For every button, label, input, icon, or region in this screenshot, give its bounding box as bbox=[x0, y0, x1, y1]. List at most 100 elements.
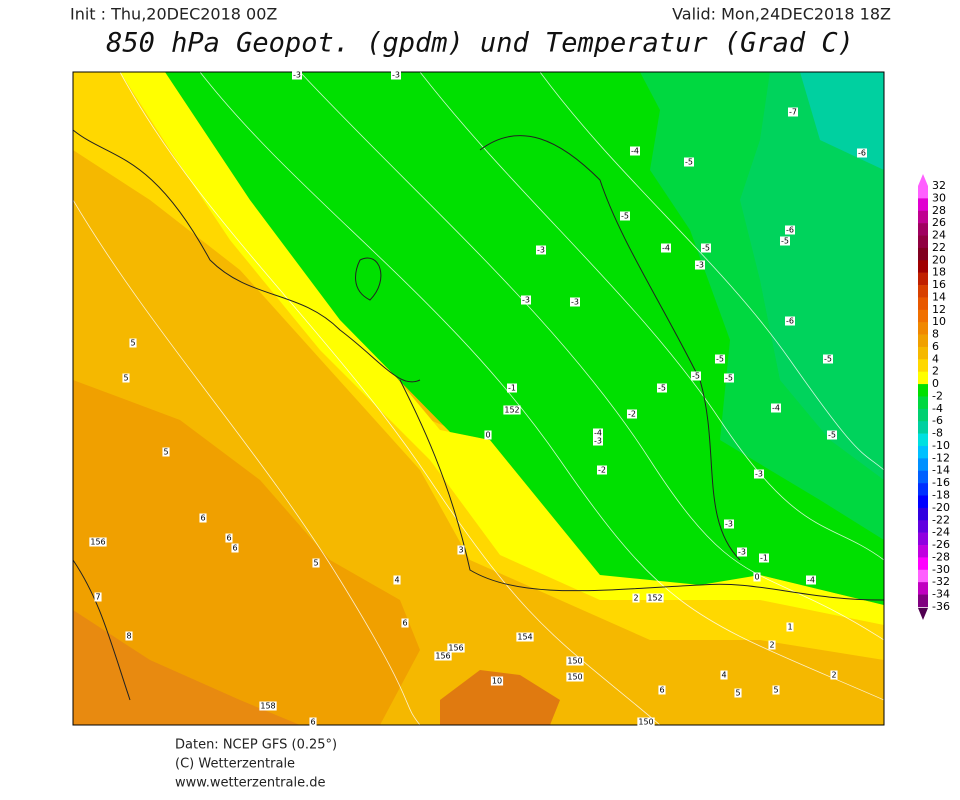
legend-band bbox=[918, 223, 928, 236]
legend-label: 14 bbox=[932, 290, 946, 303]
map-label-box bbox=[780, 236, 790, 246]
map-label-box bbox=[484, 430, 492, 440]
legend-top-arrow bbox=[918, 174, 928, 186]
region-10-12 bbox=[440, 670, 560, 725]
legend-band bbox=[918, 532, 928, 546]
map-label-box bbox=[570, 297, 580, 307]
legend-label: -20 bbox=[932, 501, 950, 514]
map-value-label: -6 bbox=[786, 317, 794, 326]
map-label-box bbox=[823, 354, 833, 364]
map-label-box bbox=[806, 575, 816, 585]
map-label-box bbox=[788, 107, 798, 117]
map-label-box bbox=[695, 260, 705, 270]
legend-band bbox=[918, 594, 928, 608]
map-label-box bbox=[715, 354, 725, 364]
legend-label: 26 bbox=[932, 216, 946, 229]
map-label-box bbox=[785, 316, 795, 326]
map-value-label: 7 bbox=[95, 593, 100, 602]
map-label-box bbox=[507, 383, 517, 393]
legend-label: 18 bbox=[932, 266, 946, 279]
legend-band bbox=[918, 297, 928, 311]
legend-band bbox=[918, 272, 928, 286]
map-value-label: 6 bbox=[402, 619, 407, 628]
map-value-label: 156 bbox=[448, 644, 463, 653]
legend-band bbox=[918, 346, 928, 360]
map-value-label: 6 bbox=[200, 514, 205, 523]
map-value-label: 8 bbox=[126, 632, 131, 641]
map-value-label: -3 bbox=[738, 548, 746, 557]
init-time: Init : Thu,20DEC2018 00Z bbox=[70, 5, 277, 24]
map-label-box bbox=[516, 632, 534, 642]
legend-band bbox=[918, 260, 928, 273]
map-label-box bbox=[661, 243, 671, 253]
map-value-label: 6 bbox=[659, 686, 664, 695]
map-label-box bbox=[259, 701, 277, 711]
map-value-label: 150 bbox=[567, 673, 582, 682]
map-value-label: -5 bbox=[824, 355, 832, 364]
legend-label: -8 bbox=[932, 427, 943, 440]
map-value-label: 10 bbox=[492, 677, 502, 686]
map-label-box bbox=[129, 338, 137, 348]
map-label-box bbox=[597, 465, 607, 475]
legend-label: -14 bbox=[932, 464, 950, 477]
legend-band bbox=[918, 359, 928, 372]
map-label-box bbox=[754, 469, 764, 479]
map-label-box bbox=[691, 371, 701, 381]
map-value-label: -3 bbox=[293, 71, 301, 80]
map-value-label: -5 bbox=[621, 212, 629, 221]
region-0-2 bbox=[120, 72, 884, 625]
map-value-label: -5 bbox=[692, 372, 700, 381]
region-minus8-minus6 bbox=[800, 72, 884, 170]
legend-label: -30 bbox=[932, 563, 950, 576]
legend-label: 28 bbox=[932, 204, 946, 217]
legend-label: 6 bbox=[932, 340, 939, 353]
legend-band bbox=[918, 557, 928, 571]
map-value-label: -5 bbox=[716, 355, 724, 364]
legend-label: 22 bbox=[932, 241, 946, 254]
legend-band bbox=[918, 507, 928, 521]
map-label-box bbox=[309, 717, 317, 727]
map-value-label: -4 bbox=[662, 244, 670, 253]
map-value-label: 2 bbox=[831, 671, 836, 680]
map-label-box bbox=[536, 245, 546, 255]
map-value-label: 6 bbox=[232, 544, 237, 553]
coastlines bbox=[73, 129, 884, 701]
map-value-label: 4 bbox=[721, 671, 726, 680]
map-frame bbox=[72, 71, 885, 726]
legend-label: 2 bbox=[932, 365, 939, 378]
legend-label: 24 bbox=[932, 229, 946, 242]
legend-label: -4 bbox=[932, 402, 943, 415]
legend-label: 4 bbox=[932, 352, 939, 365]
map-value-label: -3 bbox=[755, 470, 763, 479]
map-label-box bbox=[734, 688, 742, 698]
map-label-box bbox=[720, 670, 728, 680]
legend-label: -28 bbox=[932, 550, 950, 563]
map-value-label: 5 bbox=[130, 339, 135, 348]
map-label-box bbox=[292, 70, 302, 80]
map-value-label: -3 bbox=[522, 296, 530, 305]
map-value-label: 0 bbox=[485, 431, 490, 440]
legend-band bbox=[918, 396, 928, 410]
map-value-label: -3 bbox=[571, 298, 579, 307]
map-label-box bbox=[786, 622, 794, 632]
map-label-box bbox=[393, 575, 401, 585]
map-value-label: -4 bbox=[594, 429, 602, 438]
map-label-box bbox=[637, 717, 655, 727]
map-label-box bbox=[125, 631, 133, 641]
map-value-label: -5 bbox=[685, 158, 693, 167]
map-label-box bbox=[490, 676, 504, 686]
legend-band bbox=[918, 495, 928, 509]
map-label-box bbox=[768, 640, 776, 650]
footer-url: www.wetterzentrale.de bbox=[175, 776, 325, 791]
map-label-box bbox=[566, 672, 584, 682]
map-label-box bbox=[231, 543, 239, 553]
map-label-box bbox=[199, 513, 207, 523]
map-label-box bbox=[646, 593, 664, 603]
map-value-label: 154 bbox=[517, 633, 532, 642]
map-label-box bbox=[521, 295, 531, 305]
legend-label: -34 bbox=[932, 588, 950, 601]
map-value-label: 5 bbox=[735, 689, 740, 698]
map-label-box bbox=[89, 537, 107, 547]
map-label-box bbox=[593, 428, 603, 438]
